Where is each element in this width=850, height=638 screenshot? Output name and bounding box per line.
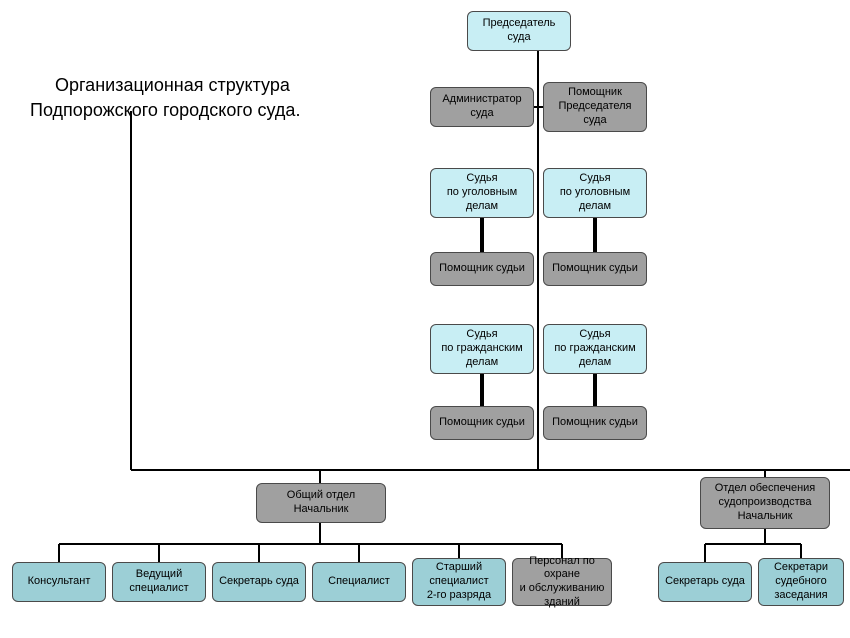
node-senior_spec: Старший специалист 2-го разряда	[412, 558, 506, 606]
node-judge_civ_l: Судья по гражданским делам	[430, 324, 534, 374]
node-asst_crim_r: Помощник судьи	[543, 252, 647, 286]
node-label: Секретарь суда	[665, 575, 745, 589]
node-dept_general: Общий отдел Начальник	[256, 483, 386, 523]
node-personnel: Персонал по охране и обслуживанию зданий	[512, 558, 612, 606]
node-label: Судья по гражданским делам	[441, 328, 522, 369]
node-label: Помощник судьи	[552, 262, 638, 276]
node-asst_civ_l: Помощник судьи	[430, 406, 534, 440]
node-lead_spec: Ведущий специалист	[112, 562, 206, 602]
node-label: Специалист	[328, 575, 390, 589]
node-label: Судья по гражданским делам	[554, 328, 635, 369]
node-consultant: Консультант	[12, 562, 106, 602]
title-line-1: Организационная структура	[55, 75, 290, 96]
node-label: Отдел обеспечения судопроизводства Начал…	[715, 482, 816, 523]
node-judge_crim_r: Судья по уголовным делам	[543, 168, 647, 218]
node-label: Старший специалист 2-го разряда	[427, 561, 491, 602]
node-label: Помощник судьи	[439, 416, 525, 430]
node-label: Консультант	[28, 575, 91, 589]
node-label: Ведущий специалист	[129, 568, 188, 596]
node-admin: Администратор суда	[430, 87, 534, 127]
node-dept_support: Отдел обеспечения судопроизводства Начал…	[700, 477, 830, 529]
node-assistant_ch: Помощник Председателя суда	[543, 82, 647, 132]
node-label: Администратор суда	[442, 93, 521, 121]
node-label: Судья по уголовным делам	[447, 172, 517, 213]
node-label: Судья по уголовным делам	[560, 172, 630, 213]
node-chairman: Председатель суда	[467, 11, 571, 51]
node-label: Помощник судьи	[439, 262, 525, 276]
org-chart: Организационная структура Подпорожского …	[0, 0, 850, 638]
node-judge_crim_l: Судья по уголовным делам	[430, 168, 534, 218]
node-label: Председатель суда	[483, 17, 556, 45]
node-label: Персонал по охране и обслуживанию зданий	[517, 555, 607, 610]
node-label: Секретари судебного заседания	[774, 561, 828, 602]
node-secretary2: Секретарь суда	[658, 562, 752, 602]
node-label: Секретарь суда	[219, 575, 299, 589]
node-secretary1: Секретарь суда	[212, 562, 306, 602]
node-label: Общий отдел Начальник	[287, 489, 355, 517]
node-label: Помощник судьи	[552, 416, 638, 430]
node-asst_crim_l: Помощник судьи	[430, 252, 534, 286]
node-specialist: Специалист	[312, 562, 406, 602]
node-secretaries_s: Секретари судебного заседания	[758, 558, 844, 606]
title-line-2: Подпорожского городского суда.	[30, 100, 300, 121]
node-label: Помощник Председателя суда	[558, 86, 631, 127]
node-judge_civ_r: Судья по гражданским делам	[543, 324, 647, 374]
node-asst_civ_r: Помощник судьи	[543, 406, 647, 440]
